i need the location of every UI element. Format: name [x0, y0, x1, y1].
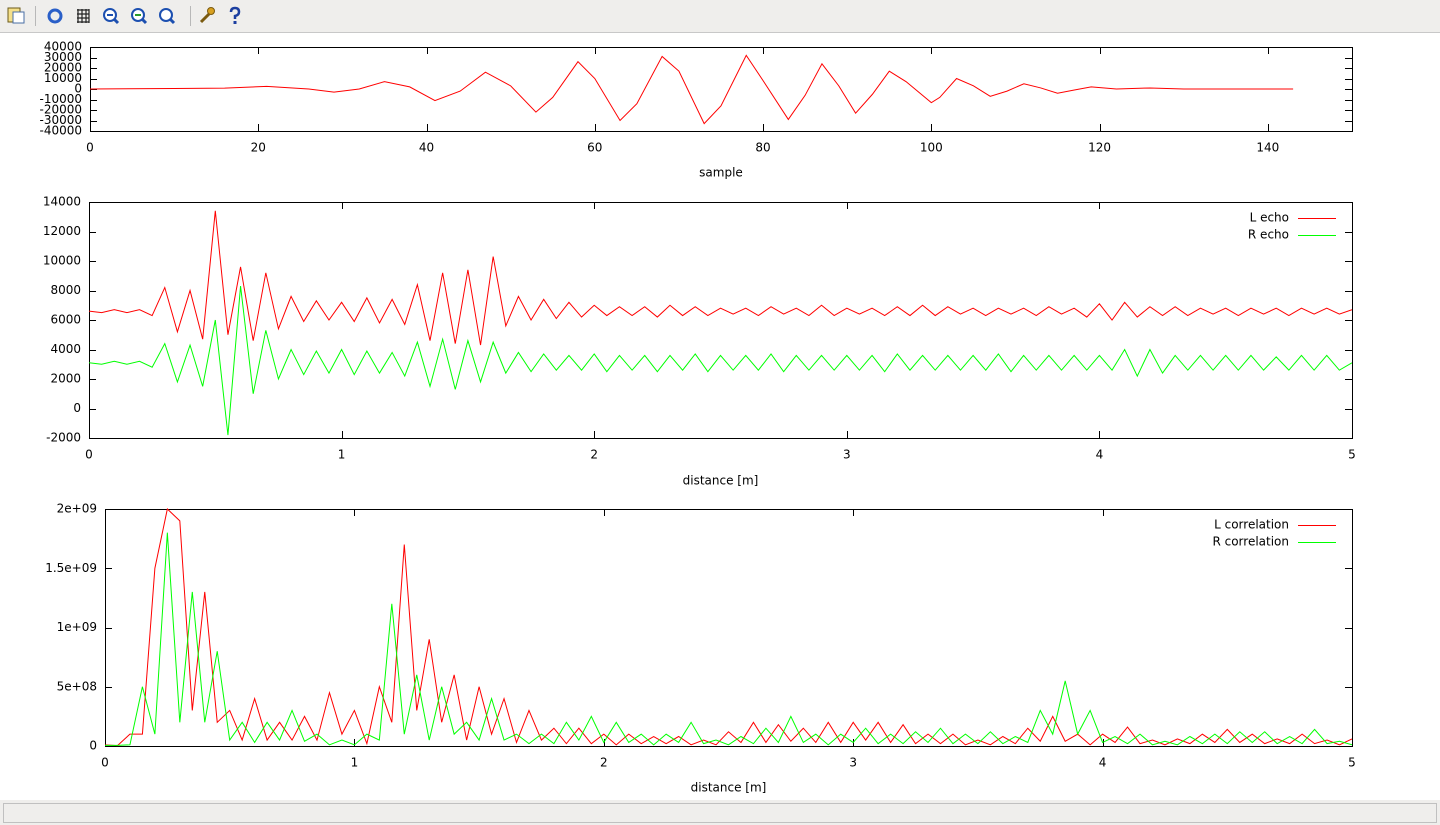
y-tick-label: 6000 [50, 313, 81, 327]
x-tick-label: 5 [1348, 756, 1356, 770]
x-tick-label: 2 [590, 448, 598, 462]
y-tick-label: 14000 [43, 195, 81, 209]
data-line [105, 508, 1352, 747]
y-tick-label: 2000 [50, 372, 81, 386]
x-tick-label: 80 [755, 141, 770, 155]
y-tick-label: 1.5e+09 [45, 561, 97, 575]
x-tick-label: 0 [85, 448, 93, 462]
status-field [3, 803, 1437, 823]
y-tick-label: -40000 [39, 124, 82, 138]
y-tick-label: 0 [74, 82, 82, 96]
x-tick-label: 3 [849, 756, 857, 770]
x-tick-label: 20 [251, 141, 266, 155]
x-tick-label: 120 [1088, 141, 1111, 155]
x-tick-label: 60 [587, 141, 602, 155]
autoscale-button[interactable] [159, 8, 176, 25]
y-tick-label: 10000 [44, 71, 82, 85]
grid-button[interactable] [77, 9, 90, 23]
x-tick-label: 0 [86, 141, 94, 155]
toolbar [0, 0, 1440, 32]
y-tick-label: 20000 [44, 61, 82, 75]
legend-label: R echo [1248, 228, 1289, 242]
data-line [105, 532, 1352, 746]
y-tick-label: 1e+09 [57, 620, 97, 634]
x-axis-label: distance [m] [691, 781, 767, 795]
legend-label: L echo [1250, 211, 1289, 225]
y-tick-label: 12000 [43, 224, 81, 238]
y-tick-label: 40000 [44, 40, 82, 54]
zoom-next-button[interactable] [131, 8, 148, 25]
y-tick-label: 2e+09 [57, 502, 97, 516]
legend-label: R correlation [1212, 535, 1289, 549]
x-tick-label: 5 [1348, 448, 1356, 462]
data-line [89, 210, 1352, 346]
config-button[interactable] [199, 7, 215, 24]
y-tick-label: 0 [89, 739, 97, 753]
x-tick-label: 2 [600, 756, 608, 770]
data-line [90, 54, 1294, 125]
y-tick-label: -30000 [39, 113, 82, 127]
x-tick-label: 4 [1099, 756, 1107, 770]
plot-border [89, 202, 1353, 439]
y-tick-label: 8000 [50, 283, 81, 297]
x-axis-label: sample [699, 166, 743, 180]
help-button[interactable] [229, 6, 241, 24]
y-tick-label: -10000 [39, 92, 82, 106]
y-tick-label: 5e+08 [57, 679, 97, 693]
x-tick-label: 1 [351, 756, 359, 770]
x-tick-label: 140 [1256, 141, 1279, 155]
x-axis-label: distance [m] [683, 474, 759, 488]
data-line [89, 286, 1352, 436]
y-tick-label: 30000 [44, 50, 82, 64]
copy-button[interactable] [7, 7, 25, 24]
y-tick-label: 10000 [43, 254, 81, 268]
y-tick-label: 4000 [50, 342, 81, 356]
x-tick-label: 3 [843, 448, 851, 462]
legend-label: L correlation [1214, 518, 1289, 532]
plot-border [90, 47, 1353, 132]
x-tick-label: 100 [920, 141, 943, 155]
y-tick-label: 0 [73, 401, 81, 415]
y-tick-label: -2000 [46, 431, 81, 445]
x-tick-label: 0 [101, 756, 109, 770]
x-tick-label: 1 [338, 448, 346, 462]
y-tick-label: -20000 [39, 103, 82, 117]
x-tick-label: 4 [1096, 448, 1104, 462]
x-tick-label: 40 [419, 141, 434, 155]
replot-button[interactable] [47, 8, 63, 24]
zoom-prev-button[interactable] [103, 8, 120, 25]
status-bar [0, 800, 1440, 825]
